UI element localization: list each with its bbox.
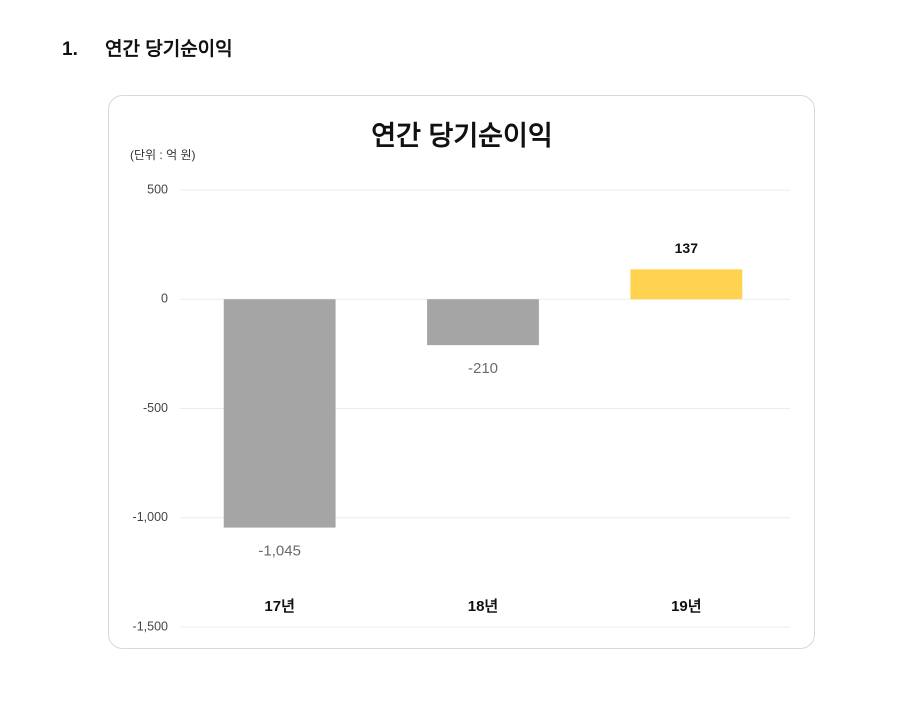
y-tick-label: 0 [161,292,168,306]
value-label: -1,045 [258,543,301,560]
chart-title: 연간 당기순이익 [371,121,552,151]
y-tick-label: -500 [143,401,168,415]
value-label: 137 [675,240,699,256]
x-tick-label: 18년 [468,598,499,615]
chart-frame [108,95,815,649]
bar [630,269,743,300]
x-tick-label: 19년 [671,598,702,615]
bar [223,299,336,528]
heading-number: 1. [62,39,78,60]
heading-text: 연간 당기순이익 [105,38,233,60]
y-tick-label: -1,500 [133,619,168,633]
y-tick-label: -1,000 [133,510,168,524]
unit-label: (단위 : 억 원) [130,148,196,162]
x-tick-label: 17년 [264,598,295,615]
value-label: -210 [468,360,498,377]
y-tick-label: 500 [147,182,168,196]
bar [427,299,539,346]
